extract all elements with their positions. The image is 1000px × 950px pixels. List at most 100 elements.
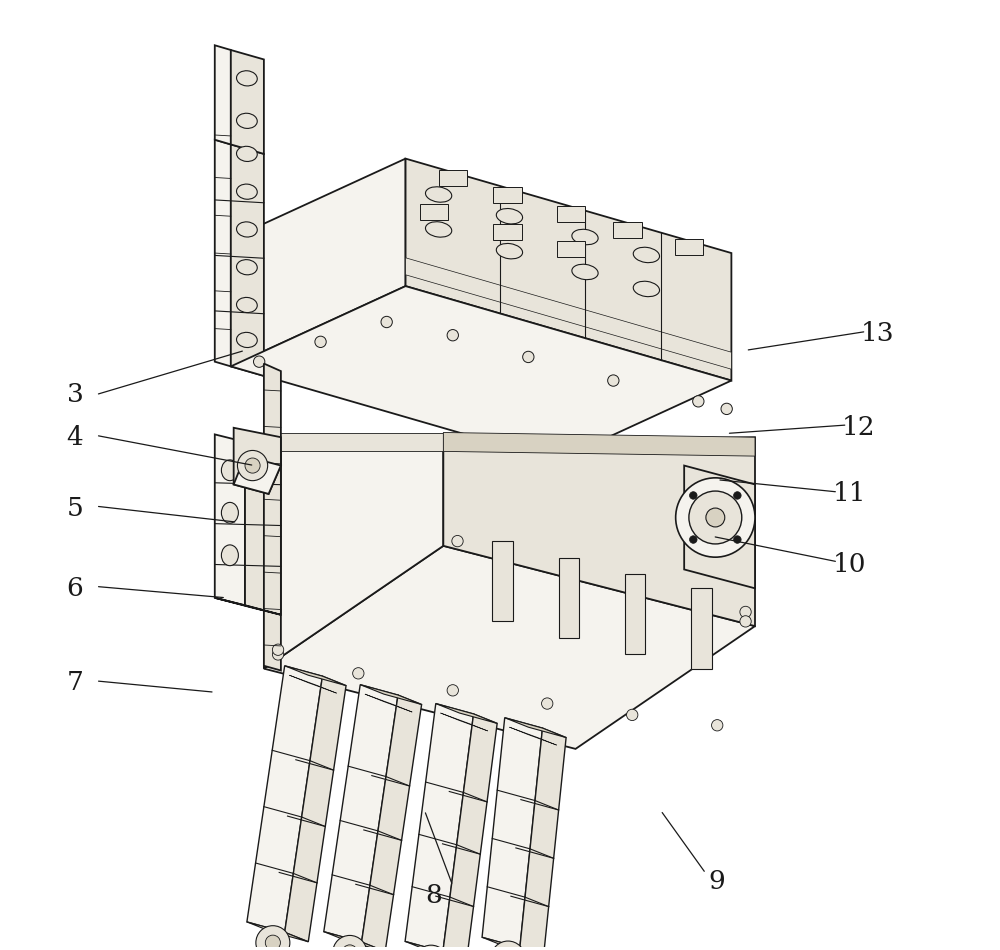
Polygon shape	[509, 727, 557, 745]
Polygon shape	[285, 676, 346, 941]
Polygon shape	[215, 140, 231, 367]
Circle shape	[608, 375, 619, 387]
Text: 4: 4	[67, 425, 83, 449]
Circle shape	[447, 330, 458, 341]
Ellipse shape	[496, 208, 523, 224]
Circle shape	[315, 336, 326, 348]
Circle shape	[272, 644, 284, 655]
Circle shape	[333, 936, 367, 950]
Circle shape	[689, 491, 742, 544]
Polygon shape	[289, 675, 337, 694]
Polygon shape	[247, 666, 322, 932]
Polygon shape	[234, 428, 281, 494]
Circle shape	[734, 536, 741, 543]
Ellipse shape	[496, 243, 523, 258]
FancyBboxPatch shape	[559, 558, 579, 638]
Ellipse shape	[633, 247, 660, 262]
FancyBboxPatch shape	[493, 224, 522, 239]
Ellipse shape	[237, 222, 257, 238]
FancyBboxPatch shape	[493, 187, 522, 203]
Polygon shape	[684, 466, 755, 588]
Circle shape	[491, 941, 525, 950]
Circle shape	[740, 606, 751, 618]
Ellipse shape	[237, 70, 257, 86]
Ellipse shape	[237, 184, 257, 200]
Polygon shape	[520, 728, 566, 950]
Polygon shape	[245, 442, 281, 615]
Text: 9: 9	[709, 868, 726, 894]
Circle shape	[256, 925, 290, 950]
Text: 3: 3	[67, 382, 83, 408]
Text: 6: 6	[67, 576, 83, 600]
Circle shape	[523, 352, 534, 363]
Circle shape	[690, 492, 697, 500]
Polygon shape	[285, 666, 346, 686]
Polygon shape	[231, 286, 731, 461]
Polygon shape	[215, 46, 231, 144]
Circle shape	[690, 536, 697, 543]
Polygon shape	[362, 695, 422, 950]
Text: 10: 10	[833, 552, 866, 578]
Circle shape	[693, 395, 704, 407]
Ellipse shape	[221, 460, 238, 481]
Ellipse shape	[237, 332, 257, 348]
Polygon shape	[264, 432, 443, 451]
Ellipse shape	[237, 146, 257, 162]
Polygon shape	[324, 685, 398, 942]
Polygon shape	[247, 922, 308, 941]
Ellipse shape	[633, 281, 660, 296]
Circle shape	[452, 536, 463, 547]
Circle shape	[342, 945, 357, 950]
FancyBboxPatch shape	[557, 206, 585, 222]
Polygon shape	[360, 685, 422, 705]
Circle shape	[712, 719, 723, 731]
FancyBboxPatch shape	[691, 588, 712, 669]
Circle shape	[414, 945, 448, 950]
Polygon shape	[482, 717, 542, 948]
Polygon shape	[234, 456, 281, 494]
Circle shape	[237, 450, 268, 481]
Circle shape	[542, 698, 553, 710]
Ellipse shape	[237, 259, 257, 275]
Circle shape	[265, 935, 280, 950]
Text: 5: 5	[67, 496, 83, 521]
Polygon shape	[215, 434, 245, 605]
Text: 8: 8	[426, 883, 442, 908]
Polygon shape	[231, 50, 264, 154]
Circle shape	[353, 668, 364, 679]
Ellipse shape	[221, 503, 238, 523]
Polygon shape	[365, 694, 412, 712]
Polygon shape	[264, 364, 281, 671]
Polygon shape	[405, 704, 474, 950]
Polygon shape	[231, 144, 264, 376]
Polygon shape	[324, 932, 385, 950]
Text: 12: 12	[842, 415, 876, 440]
FancyBboxPatch shape	[557, 240, 585, 256]
Text: 13: 13	[861, 321, 895, 346]
FancyBboxPatch shape	[439, 170, 467, 186]
Circle shape	[381, 316, 392, 328]
Polygon shape	[264, 546, 755, 749]
Polygon shape	[443, 714, 497, 950]
Ellipse shape	[425, 187, 452, 202]
Polygon shape	[440, 713, 488, 731]
FancyBboxPatch shape	[625, 574, 645, 655]
Polygon shape	[405, 941, 466, 950]
Ellipse shape	[237, 297, 257, 313]
Polygon shape	[215, 598, 281, 615]
Ellipse shape	[425, 221, 452, 238]
Ellipse shape	[572, 264, 598, 279]
FancyBboxPatch shape	[675, 238, 703, 255]
Polygon shape	[505, 717, 566, 737]
Text: 7: 7	[67, 671, 83, 695]
Polygon shape	[443, 432, 755, 456]
Polygon shape	[436, 704, 497, 723]
Circle shape	[734, 492, 741, 500]
Polygon shape	[443, 437, 755, 626]
Circle shape	[447, 685, 458, 696]
FancyBboxPatch shape	[613, 222, 642, 238]
Circle shape	[627, 710, 638, 720]
Polygon shape	[231, 159, 406, 367]
Circle shape	[740, 616, 751, 627]
Ellipse shape	[221, 545, 238, 565]
